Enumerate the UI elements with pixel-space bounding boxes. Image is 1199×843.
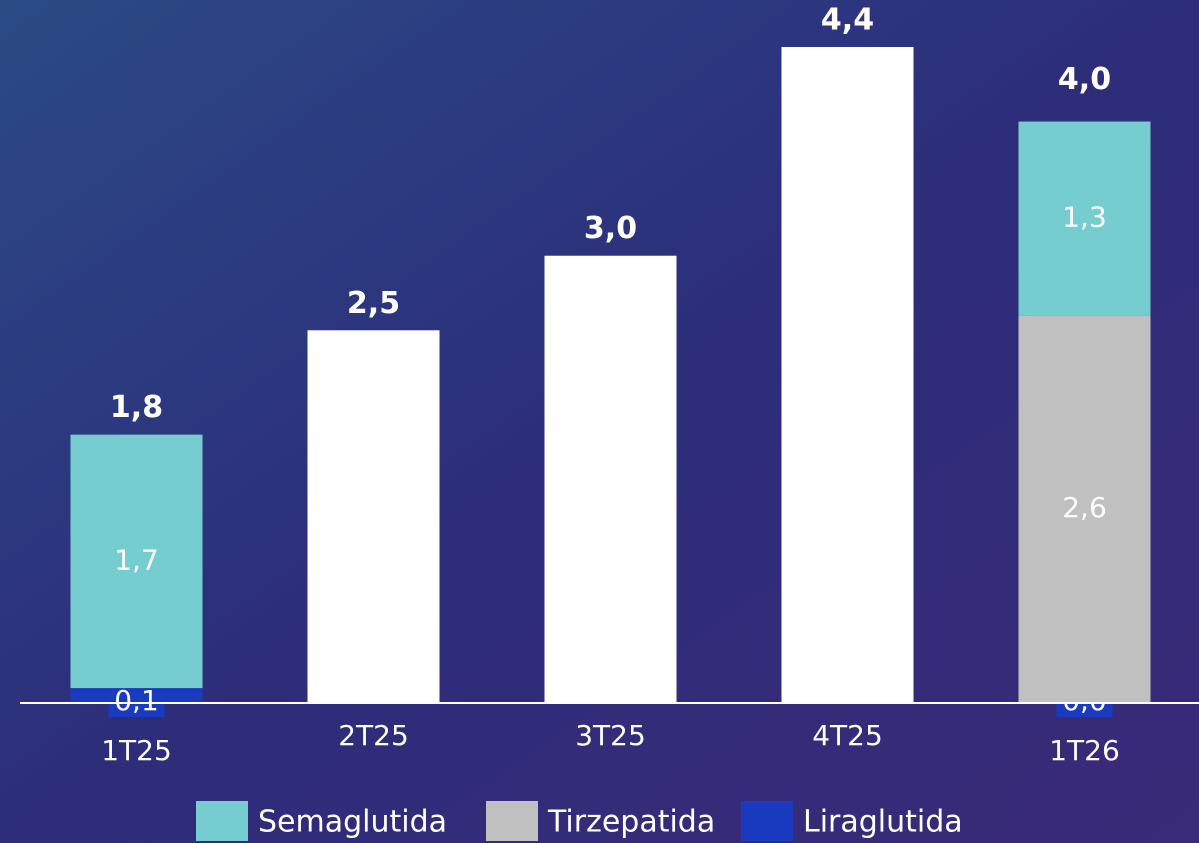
- segment-label: 1,3: [1062, 200, 1107, 233]
- bar-segment: [70, 434, 203, 689]
- legend-label: Liraglutida: [803, 805, 963, 840]
- segment-label: 0,1: [114, 684, 159, 717]
- x-tick-label: 2T25: [338, 719, 409, 752]
- label-box: [108, 685, 165, 717]
- legend-swatch: [741, 801, 793, 841]
- legend-label: Tirzepatida: [547, 805, 715, 840]
- total-label: 4,4: [821, 3, 874, 38]
- segment-label: 1,7: [114, 543, 159, 576]
- x-tick-label: 1T26: [1049, 734, 1120, 767]
- legend-swatch: [486, 801, 538, 841]
- bar-segment: [1018, 315, 1151, 703]
- total-label: 3,0: [584, 211, 637, 246]
- x-tick-label: 3T25: [575, 719, 646, 752]
- bar: [307, 330, 440, 703]
- bar: [781, 47, 914, 703]
- x-tick-label: 4T25: [812, 719, 883, 752]
- segment-label: 2,6: [1062, 491, 1107, 524]
- total-label: 2,5: [347, 286, 400, 321]
- total-label: 1,8: [110, 390, 163, 425]
- legend-swatch: [196, 801, 248, 841]
- bar-segment: [1018, 121, 1151, 316]
- total-label: 4,0: [1058, 62, 1111, 97]
- legend-label: Semaglutida: [258, 805, 447, 840]
- bar: [544, 255, 677, 703]
- x-tick-label: 1T25: [101, 734, 172, 767]
